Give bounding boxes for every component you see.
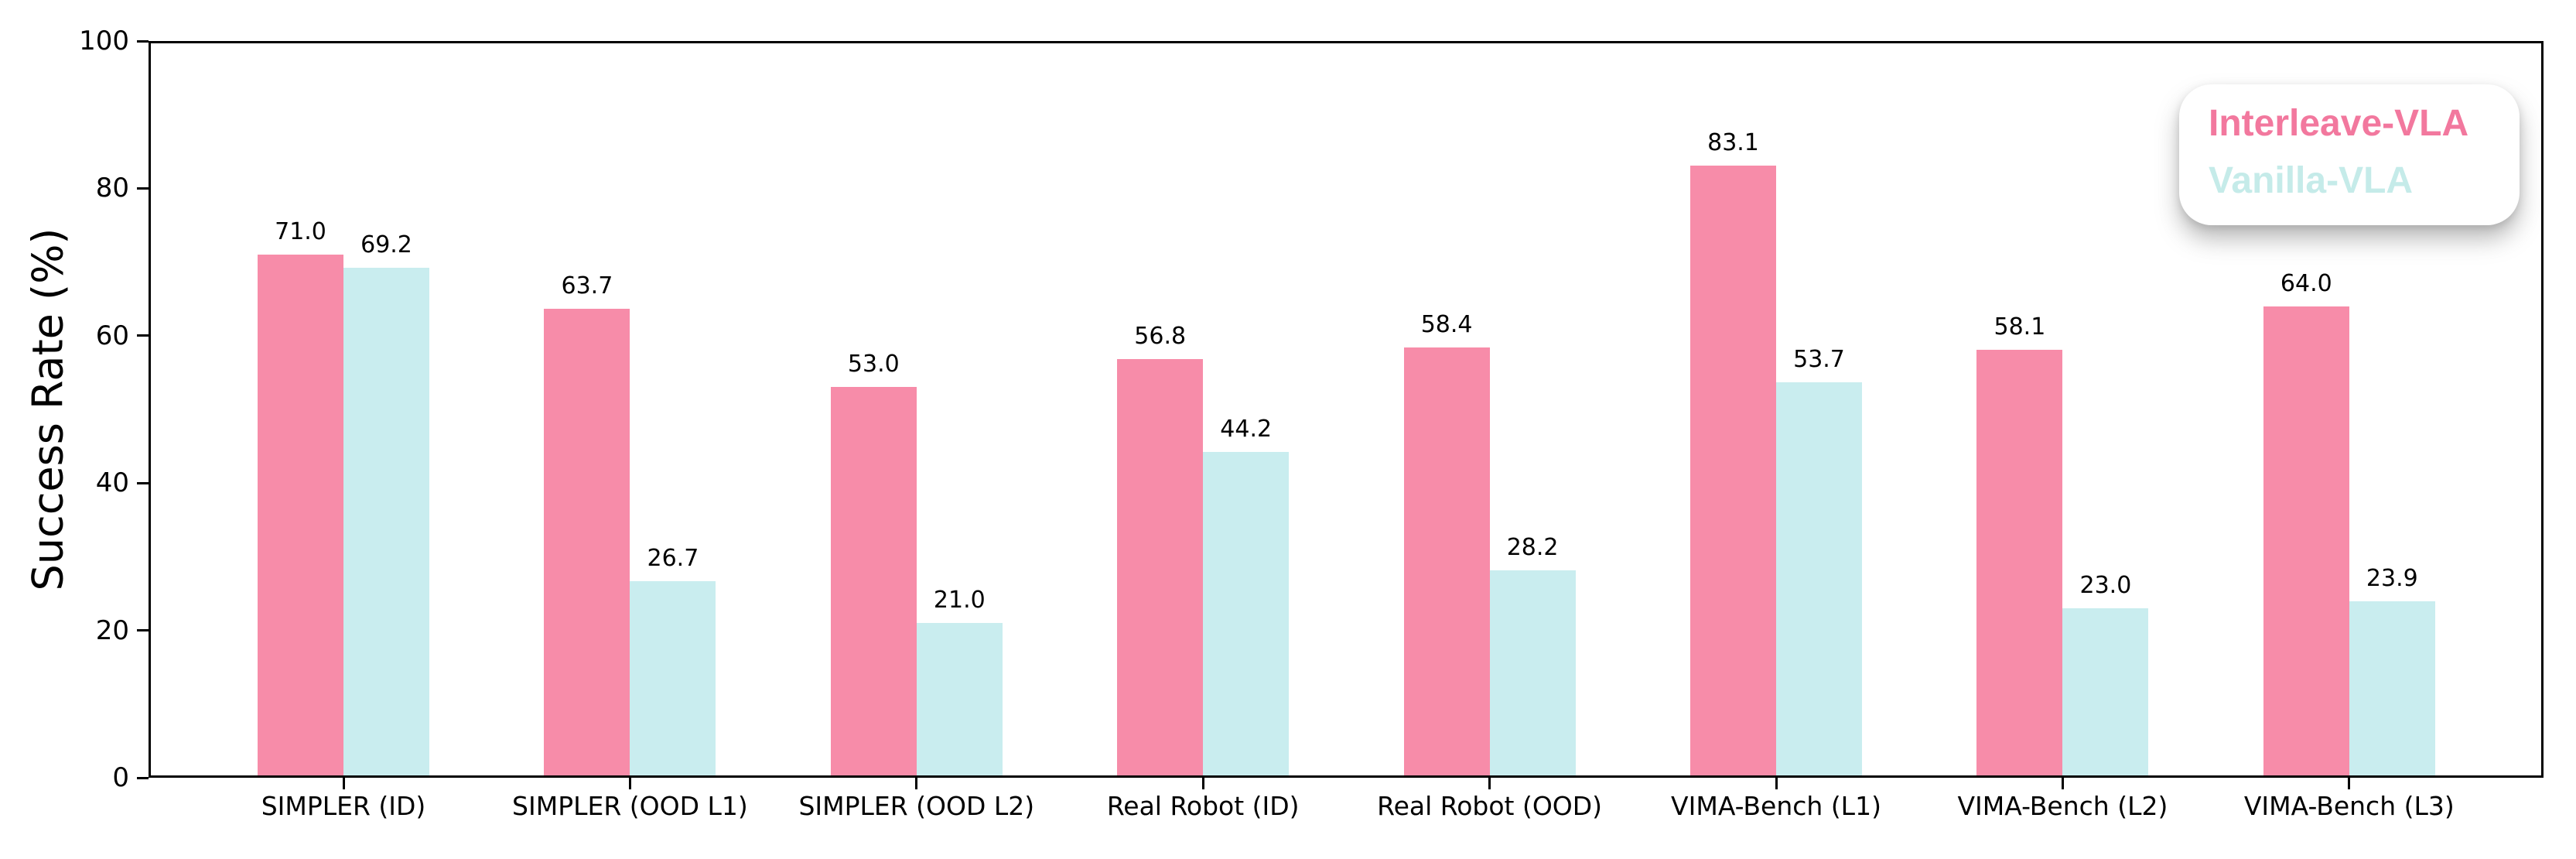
y-tick-mark: [137, 334, 149, 337]
bar-vanilla-vla: [1776, 382, 1862, 778]
y-tick-label: 40: [95, 467, 129, 499]
legend: Interleave-VLA Vanilla-VLA: [2179, 84, 2520, 225]
x-tick-mark: [342, 778, 345, 789]
x-tick-mark: [2348, 778, 2351, 789]
x-tick-mark: [915, 778, 918, 789]
y-tick-mark: [137, 776, 149, 779]
bar-interleave-vla: [2263, 306, 2349, 778]
bar-vanilla-vla: [630, 580, 716, 778]
y-tick-label: 20: [95, 614, 129, 646]
bar-vanilla-vla: [1489, 570, 1576, 778]
y-tick-label: 0: [112, 762, 129, 793]
bar-value-label: 58.1: [1993, 313, 2046, 341]
bar-vanilla-vla: [2349, 601, 2435, 778]
legend-item-interleave-vla: Interleave-VLA: [2209, 103, 2469, 144]
y-tick-mark: [137, 481, 149, 484]
bar-vanilla-vla: [1203, 452, 1290, 778]
y-tick-label: 80: [95, 173, 129, 204]
x-tick-label: SIMPLER (OOD L2): [798, 791, 1035, 821]
bar-vanilla-vla: [343, 268, 429, 778]
bar-vanilla-vla: [916, 623, 1003, 778]
bar-value-label: 53.7: [1793, 345, 1845, 373]
bar-value-label: 64.0: [2280, 269, 2332, 297]
bar-value-label: 63.7: [561, 272, 613, 299]
bar-value-label: 28.2: [1506, 533, 1559, 561]
bar-interleave-vla: [1403, 347, 1490, 778]
x-tick-mark: [2061, 778, 2064, 789]
plot-area: 71.0 69.2 63.7 26.7 53.0 21.0 56.8 44.2 58.4 28.2…: [149, 41, 2544, 778]
bar-interleave-vla: [1117, 359, 1204, 778]
x-tick-label: SIMPLER (ID): [261, 791, 426, 821]
y-axis-label: Success Rate (%): [23, 228, 73, 591]
bar-value-label: 23.9: [2366, 565, 2418, 593]
legend-item-vanilla-vla: Vanilla-VLA: [2209, 160, 2414, 201]
bar-interleave-vla: [544, 308, 630, 778]
y-tick-mark: [137, 629, 149, 632]
bar-value-label: 83.1: [1707, 128, 1759, 156]
bar-value-label: 58.4: [1420, 311, 1473, 339]
x-tick-mark: [1775, 778, 1778, 789]
bar-value-label: 44.2: [1220, 416, 1273, 443]
x-tick-mark: [628, 778, 631, 789]
bar-interleave-vla: [258, 255, 343, 778]
bar-value-label: 56.8: [1134, 323, 1187, 351]
x-tick-mark: [1201, 778, 1204, 789]
bar-value-label: 21.0: [933, 587, 986, 614]
x-tick-label: VIMA-Bench (L2): [1957, 791, 2168, 821]
x-tick-label: VIMA-Bench (L1): [1671, 791, 1881, 821]
bar-value-label: 26.7: [647, 544, 699, 572]
y-tick-mark: [137, 39, 149, 43]
bar-interleave-vla: [830, 387, 917, 778]
bar-interleave-vla: [1690, 165, 1776, 778]
x-tick-label: VIMA-Bench (L3): [2243, 791, 2455, 821]
bar-value-label: 71.0: [275, 218, 326, 246]
x-tick-label: Real Robot (OOD): [1377, 791, 1603, 821]
bar-vanilla-vla: [2062, 608, 2149, 778]
x-tick-label: SIMPLER (OOD L1): [512, 791, 748, 821]
bar-value-label: 53.0: [847, 351, 900, 378]
y-tick-label: 60: [95, 320, 129, 351]
y-tick-mark: [137, 187, 149, 190]
bar-interleave-vla: [1976, 349, 2063, 778]
bar-value-label: 23.0: [2079, 572, 2132, 600]
x-tick-label: Real Robot (ID): [1106, 791, 1300, 821]
y-tick-label: 100: [79, 26, 129, 56]
x-tick-mark: [1488, 778, 1491, 789]
bar-value-label: 69.2: [360, 231, 412, 259]
